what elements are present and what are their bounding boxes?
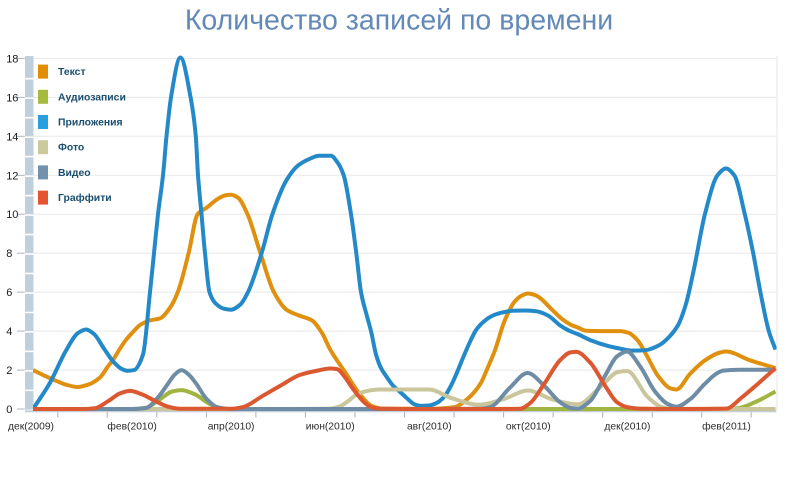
svg-text:Фото: Фото bbox=[58, 143, 84, 154]
svg-text:8: 8 bbox=[6, 248, 12, 260]
svg-text:дек(2010): дек(2010) bbox=[604, 422, 650, 433]
svg-text:дек(2009): дек(2009) bbox=[8, 422, 54, 433]
svg-text:окт(2010): окт(2010) bbox=[506, 422, 551, 433]
svg-text:0: 0 bbox=[6, 404, 12, 416]
svg-text:2: 2 bbox=[6, 365, 12, 377]
svg-text:18: 18 bbox=[6, 53, 18, 65]
svg-text:14: 14 bbox=[6, 131, 18, 143]
svg-text:авг(2010): авг(2010) bbox=[407, 422, 452, 433]
svg-text:Видео: Видео bbox=[58, 168, 91, 179]
svg-text:Приложения: Приложения bbox=[58, 118, 123, 129]
svg-text:Текст: Текст bbox=[58, 67, 86, 78]
svg-text:16: 16 bbox=[6, 92, 18, 104]
svg-text:10: 10 bbox=[6, 209, 18, 221]
svg-text:фев(2011): фев(2011) bbox=[702, 421, 751, 433]
svg-text:6: 6 bbox=[6, 287, 12, 299]
svg-text:Количество записей по времени: Количество записей по времени bbox=[185, 5, 613, 37]
svg-text:Граффити: Граффити bbox=[58, 192, 112, 204]
svg-text:12: 12 bbox=[6, 170, 18, 182]
svg-text:4: 4 bbox=[6, 326, 12, 338]
svg-text:июн(2010): июн(2010) bbox=[306, 422, 355, 433]
svg-text:фев(2010): фев(2010) bbox=[107, 421, 156, 433]
svg-text:апр(2010): апр(2010) bbox=[208, 422, 255, 433]
svg-text:Аудиозаписи: Аудиозаписи bbox=[58, 92, 126, 103]
